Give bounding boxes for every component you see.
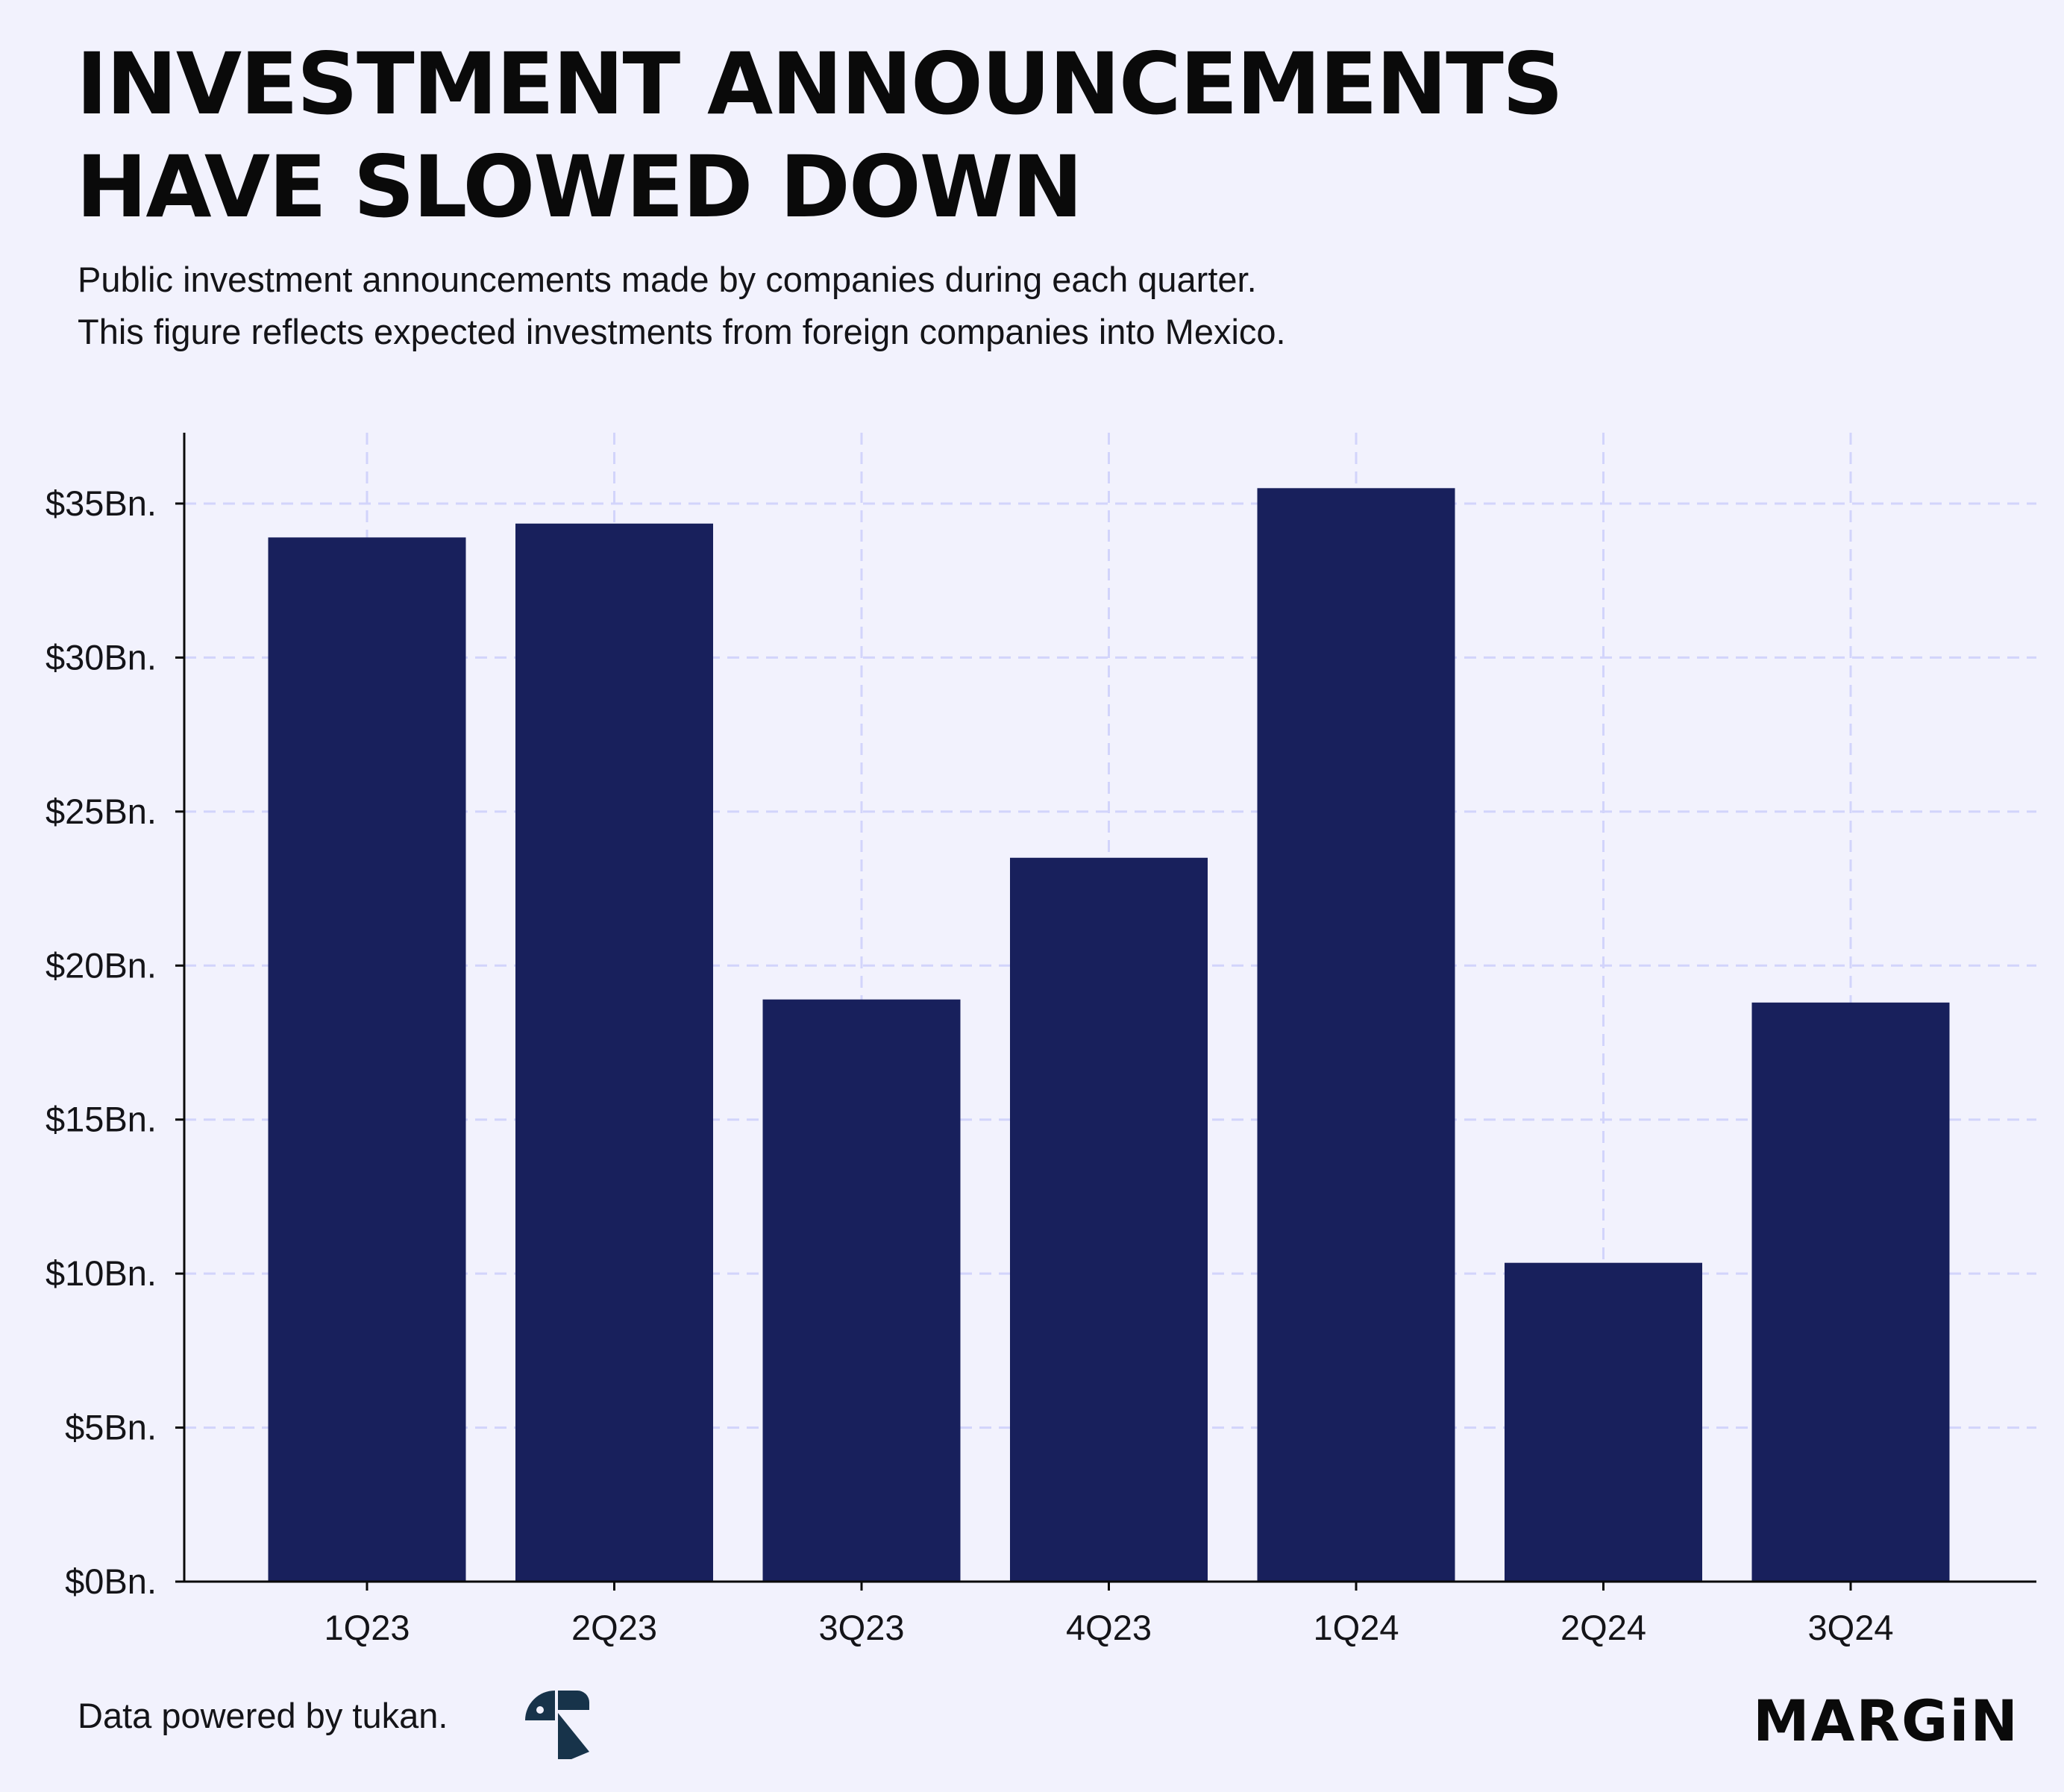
bar-2q23	[515, 523, 713, 1582]
bar-4q23	[1010, 857, 1208, 1582]
data-source-credit: Data powered by tukan.	[78, 1696, 448, 1735]
chart-subtitle-line-1: Public investment announcements made by …	[78, 260, 1257, 299]
y-tick-label: $0Bn.	[65, 1561, 157, 1601]
bar-3q23	[762, 999, 961, 1582]
bar-1q23	[268, 537, 466, 1582]
x-tick-label: 4Q23	[1066, 1608, 1152, 1647]
y-tick-label: $35Bn.	[46, 483, 157, 523]
x-tick-label: 2Q24	[1560, 1608, 1646, 1647]
bar-3q24	[1751, 1002, 1950, 1582]
chart-title-line-2: HAVE SLOWED DOWN	[76, 137, 1083, 236]
chart-subtitle-line-2: This figure reflects expected investment…	[78, 312, 1286, 351]
margin-brand-logo: MARGiN	[1752, 1688, 2019, 1754]
chart-bars	[268, 488, 1950, 1582]
y-tick-label: $20Bn.	[46, 945, 157, 985]
y-tick-label: $10Bn.	[46, 1253, 157, 1293]
y-tick-label: $5Bn.	[65, 1408, 157, 1447]
x-tick-label: 3Q23	[819, 1608, 905, 1647]
y-tick-label: $30Bn.	[46, 637, 157, 677]
y-tick-label: $15Bn.	[46, 1100, 157, 1139]
x-tick-label: 1Q23	[324, 1608, 410, 1647]
chart-subtitle: Public investment announcements made by …	[78, 254, 1286, 358]
tukan-logo-icon	[525, 1691, 589, 1759]
y-tick-label: $25Bn.	[46, 792, 157, 831]
x-tick-label: 2Q23	[571, 1608, 657, 1647]
chart-title-line-1: INVESTMENT ANNOUNCEMENTS	[76, 34, 1563, 134]
chart-tick-labels: $0Bn. $5Bn. $10Bn. $15Bn. $20Bn. $25Bn. $30Bn.…	[46, 483, 1893, 1647]
bar-1q24	[1257, 488, 1455, 1582]
chart-axes	[175, 433, 2036, 1591]
x-tick-label: 3Q24	[1808, 1608, 1894, 1647]
x-tick-label: 1Q24	[1314, 1608, 1399, 1647]
bar-2q24	[1505, 1262, 1702, 1582]
chart-title: INVESTMENT ANNOUNCEMENTS HAVE SLOWED DOW…	[76, 33, 1563, 239]
